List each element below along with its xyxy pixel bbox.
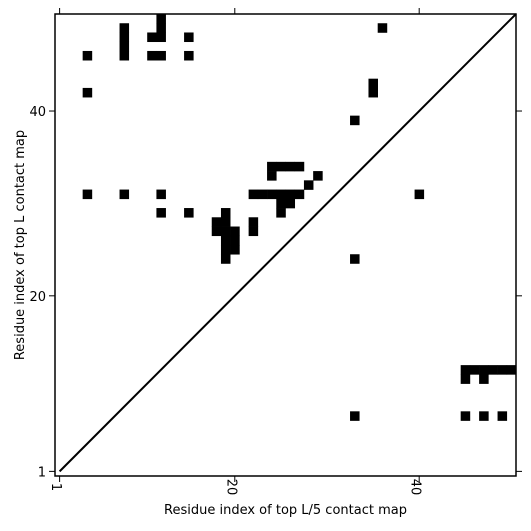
contact-cell-upper [267, 161, 277, 172]
contact-cell-upper [285, 189, 296, 200]
contact-cell-upper [313, 171, 323, 181]
contact-cell-lower [460, 365, 471, 375]
contact-cell-upper [220, 226, 231, 237]
contact-cell-upper [377, 23, 388, 33]
contact-cell-lower [469, 365, 480, 375]
x-tick-label: 40 [408, 479, 423, 496]
contact-cell-lower [497, 411, 508, 421]
contact-cell-upper [82, 189, 93, 200]
contact-cell-upper [294, 161, 305, 172]
contact-cell-upper [368, 87, 378, 98]
contact-cell-upper [230, 245, 240, 255]
x-tick-label: 1 [48, 483, 63, 491]
contact-cell-upper [184, 50, 194, 61]
contact-cell-upper [276, 189, 286, 200]
x-tick-label: 20 [223, 479, 238, 496]
contact-cell-upper [220, 217, 231, 227]
contact-cell-upper [184, 32, 194, 43]
contact-cell-upper [285, 161, 296, 172]
contact-cell-upper [156, 208, 166, 218]
contact-cell-lower [460, 374, 471, 384]
contact-cell-upper [276, 161, 286, 172]
contact-cell-upper [211, 217, 222, 227]
contact-cell-upper [119, 189, 130, 200]
contact-cell-lower [460, 411, 471, 421]
contact-cell-upper [220, 254, 231, 264]
contact-cell-lower [479, 374, 489, 384]
contact-cell-upper [82, 50, 93, 61]
contact-cell-upper [82, 87, 93, 98]
contact-cell-upper [119, 50, 130, 61]
contact-cell-upper [211, 226, 222, 237]
contact-cell-upper [248, 189, 259, 200]
contact-cell-upper [119, 23, 130, 33]
x-axis-label: Residue index of top L/5 contact map [164, 503, 407, 518]
contact-cell-upper [220, 245, 231, 255]
contact-cell-upper [156, 32, 166, 43]
contact-cell-upper [230, 226, 240, 237]
contact-cell-upper [257, 189, 268, 200]
contact-cells [82, 14, 517, 421]
contact-cell-upper [184, 208, 194, 218]
contact-cell-lower [479, 411, 489, 421]
contact-cell-upper [285, 198, 296, 209]
y-axis-label: Residue index of top L contact map [13, 130, 28, 360]
diagonal-line [58, 13, 517, 473]
contact-cell-upper [350, 254, 360, 264]
contact-cell-upper [156, 50, 166, 61]
y-tick-label: 40 [29, 105, 46, 120]
contact-cell-upper [248, 217, 259, 227]
contact-cell-upper [276, 208, 286, 218]
contact-cell-upper [156, 14, 166, 24]
contact-cell-upper [119, 41, 130, 52]
contact-cell-upper [368, 78, 378, 89]
contact-cell-lower [350, 411, 360, 421]
contact-cell-upper [220, 235, 231, 246]
contact-cell-lower [506, 365, 517, 375]
contact-cell-lower [497, 365, 508, 375]
contact-cell-upper [220, 208, 231, 218]
contact-cell-upper [303, 180, 314, 190]
y-tick-label: 20 [29, 290, 46, 305]
axis-ticks: 1 20 40 1 20 40 [29, 8, 522, 495]
contact-cell-upper [230, 235, 240, 246]
contact-cell-upper [350, 115, 360, 126]
contact-cell-upper [267, 171, 277, 181]
contact-cell-upper [267, 189, 277, 200]
y-tick-label: 1 [38, 465, 46, 480]
contact-cell-lower [479, 365, 489, 375]
contact-cell-upper [276, 198, 286, 209]
plot-frame [54, 13, 517, 477]
contact-cell-upper [294, 189, 305, 200]
contact-cell-upper [248, 226, 259, 237]
contact-cell-upper [147, 50, 157, 61]
contact-cell-upper [156, 23, 166, 33]
contact-cell-upper [414, 189, 425, 200]
contact-cell-upper [119, 32, 130, 43]
contact-cell-lower [488, 365, 498, 375]
contact-cell-upper [147, 32, 157, 43]
contact-cell-upper [156, 189, 166, 200]
